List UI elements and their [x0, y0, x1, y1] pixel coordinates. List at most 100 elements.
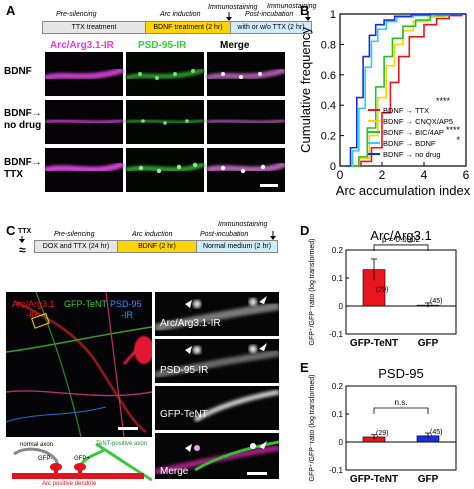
x-tick-label: 2: [379, 168, 386, 182]
legend-label: BDNF → TTX: [383, 106, 429, 115]
n-label: (29): [376, 430, 388, 437]
significance-bracket: [373, 244, 429, 251]
timeline-a-immuno1: Immunostaining: [208, 4, 258, 11]
schematic-gfp-plus: GFP+: [74, 456, 90, 462]
panel-a-timeline: Pre-silencing Arc induction Post-incubat…: [42, 3, 316, 38]
timeline-a-postinc-phase: Post-incubation: [245, 11, 294, 18]
timeline-c-break: ≈: [19, 243, 26, 257]
y-tick-label: 0: [330, 161, 336, 173]
y-tick-label: 0.1: [332, 410, 344, 419]
y-tick-label: 0: [339, 438, 344, 447]
timeline-c-induction-phase: Arc induction: [132, 231, 173, 238]
timeline-a-induction-bar: BDNF treatment (2 hr): [145, 21, 231, 34]
panel-c-neuron-image: [6, 292, 152, 437]
legend-label: BDNF → BDNF: [383, 139, 436, 148]
y-axis-label: Cumulative frequency: [298, 27, 313, 153]
panel-c-label-arc: Arc/Arg3.1: [12, 299, 55, 309]
legend-label: BDNF → no drug: [383, 150, 441, 159]
timeline-a-induction-text: BDNF treatment (2 hr): [153, 24, 223, 31]
significance-star: ****: [436, 96, 451, 106]
timeline-a-induction-phase: Arc induction: [160, 11, 201, 18]
panel-a-col-merge: Merge: [220, 40, 250, 51]
panel-c-label-psd: PSD-95: [110, 299, 142, 309]
panel-e-label: E: [300, 360, 309, 375]
timeline-a-arrows: [226, 12, 311, 21]
timeline-c-postinc-bar: Normal medium (2 hr): [196, 240, 278, 253]
y-tick-label: 0.2: [321, 131, 336, 143]
panel-b-label: B: [300, 3, 310, 18]
y-axis-label: GFP⁺/GFP⁻ratio (log transformed): [309, 375, 316, 482]
timeline-c-silencing-text: DOX and TTX (24 hr): [42, 243, 110, 250]
n-label: (45): [430, 429, 442, 436]
schematic-tent-axon: TeNT-positive axon: [96, 441, 148, 447]
panel-e-chart: PSD-95 -0.1 0 0.1 0.2 GFP⁺/GFP⁻ratio (log tra…: [309, 366, 457, 485]
significance-bracket: [373, 407, 429, 414]
plot-frame: [345, 249, 457, 335]
timeline-a-postinc-bar: with or w/o TTX (2 hr): [230, 21, 312, 34]
plot-frame: [339, 13, 467, 167]
panel-a-row-ttx-1: BDNF→: [4, 157, 42, 168]
y-tick-label: -0.1: [329, 330, 343, 339]
x-tick-label: 0: [337, 168, 344, 182]
significance-star: *: [456, 135, 460, 145]
panel-c-zoom-images: [155, 292, 279, 479]
timeline-c-silencing-phase: Pre-silencing: [54, 231, 95, 238]
significance-star: ****: [446, 125, 461, 135]
panel-a-row-ttx-2: TTX: [4, 169, 23, 180]
panel-c-label-ir1: -IR: [26, 310, 38, 320]
y-tick-label: 0.2: [332, 246, 344, 255]
zoom-label-arc: Arc/Arg3.1-IR: [160, 318, 221, 329]
legend-label: BDNF → BIC/4AP: [383, 128, 444, 137]
timeline-c-postinc-phase: Post-incubation: [200, 231, 249, 238]
category-label: GFP-TeNT: [350, 474, 398, 485]
y-axis-label: GFP⁺/GFP⁻ratio (log transformed): [309, 239, 316, 346]
zoom-box: [31, 312, 50, 329]
panel-a-col-psd: PSD-95-IR: [138, 40, 187, 51]
p-value-label: p = 0.0002: [382, 235, 421, 244]
panel-a-col-arc: Arc/Arg3.1-IR: [50, 40, 114, 51]
panel-d-chart: Arc/Arg3.1 -0.1 0 0.1 0.2 GFP⁺/GFP⁻ratio (log…: [309, 228, 457, 349]
timeline-a-silencing-text: TTX treatment: [71, 24, 117, 31]
panel-a-row-nodrug-1: BDNF→: [4, 108, 42, 119]
panel-c-timeline: TTX ≈ Pre-silencing Arc induction Post-i…: [18, 221, 278, 272]
category-label: GFP: [418, 474, 439, 485]
zoom-label-merge: Merge: [160, 466, 189, 477]
timeline-c-ttx-label: TTX: [18, 228, 32, 235]
category-label: GFP: [418, 338, 439, 349]
panel-b-chart: 0 2 4 6 0 0.2 0.4 0.6 0.8 1 Arc accumulation index…: [298, 9, 471, 198]
y-tick-label: 0.8: [321, 39, 336, 51]
series-line: [344, 13, 466, 167]
schematic-gfp-minus: GFP-: [38, 456, 53, 462]
category-label: GFP-TeNT: [350, 338, 398, 349]
y-tick-label: -0.1: [329, 466, 343, 475]
x-tick-label: 4: [421, 168, 428, 182]
x-tick-label: 6: [463, 168, 470, 182]
panel-a-micrograph-grid: [45, 52, 285, 192]
panel-a-label: A: [6, 3, 16, 18]
schematic-dendrite: Arc positive dendrite: [42, 481, 97, 487]
timeline-c-immuno: Immunostaining: [218, 221, 268, 228]
chart-title: PSD-95: [378, 366, 424, 381]
scale-bar-c: [118, 427, 138, 430]
timeline-a-immuno2: Immunostaining: [267, 3, 317, 10]
panel-c-label-ir2: -IR: [121, 310, 133, 320]
y-tick-label: 0.1: [332, 274, 344, 283]
scale-bar-a: [260, 184, 278, 187]
timeline-a-silencing-bar: TTX treatment: [42, 21, 146, 34]
timeline-c-induction-text: BDNF (2 hr): [138, 243, 176, 250]
y-tick-label: 0.4: [321, 100, 336, 112]
n-label: (29): [376, 287, 388, 294]
panel-c-schematic: [12, 442, 152, 482]
y-tick-label: 1: [330, 9, 336, 21]
panel-d-label: D: [300, 223, 310, 238]
plot-frame: [345, 385, 457, 471]
legend-label: BDNF → CNQX/AP5: [383, 117, 453, 126]
y-tick-label: 0.2: [332, 382, 344, 391]
panel-c-label-gfp: GFP-TeNT: [64, 299, 108, 309]
panel-c-label: C: [6, 223, 16, 238]
n-label: (45): [430, 298, 442, 305]
p-value-label: n.s.: [395, 398, 408, 407]
y-tick-label: 0.6: [321, 70, 336, 82]
x-axis-label: Arc accumulation index: [336, 183, 471, 198]
timeline-a-silencing-phase: Pre-silencing: [56, 11, 97, 18]
